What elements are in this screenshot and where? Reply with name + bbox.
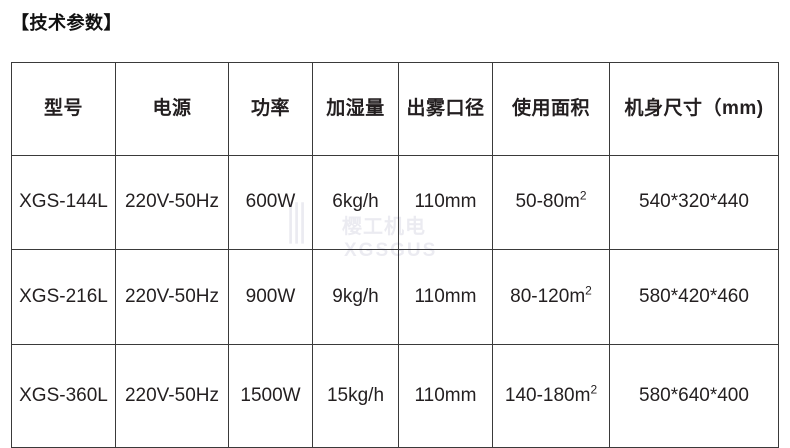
column-header-wattage: 功率 bbox=[228, 62, 313, 156]
page-title: 【技术参数】 bbox=[11, 13, 122, 33]
column-header-area: 使用面积 bbox=[492, 62, 610, 156]
table-header-row: 型号 电源 功率 加湿量 出雾口径 使用面积 机身尺寸（mm) bbox=[11, 62, 779, 156]
cell-area: 50-80m2 bbox=[492, 155, 610, 250]
cell-humidification: 6kg/h bbox=[312, 155, 399, 250]
column-header-dimensions: 机身尺寸（mm) bbox=[609, 62, 779, 156]
spec-table-container: 型号 电源 功率 加湿量 出雾口径 使用面积 机身尺寸（mm) XGS-144L… bbox=[11, 62, 779, 448]
cell-power: 220V-50Hz bbox=[115, 249, 229, 345]
cell-dimensions: 540*320*440 bbox=[609, 155, 779, 250]
cell-nozzle: 110mm bbox=[398, 249, 493, 345]
column-header-model: 型号 bbox=[11, 62, 116, 156]
cell-nozzle: 110mm bbox=[398, 155, 493, 250]
cell-model: XGS-360L bbox=[11, 344, 116, 448]
cell-model: XGS-144L bbox=[11, 155, 116, 250]
table-row: XGS-216L 220V-50Hz 900W 9kg/h 110mm 80-1… bbox=[11, 249, 779, 345]
column-header-humidification: 加湿量 bbox=[312, 62, 399, 156]
cell-humidification: 9kg/h bbox=[312, 249, 399, 345]
cell-humidification: 15kg/h bbox=[312, 344, 399, 448]
cell-wattage: 1500W bbox=[228, 344, 313, 448]
cell-dimensions: 580*420*460 bbox=[609, 249, 779, 345]
cell-area: 80-120m2 bbox=[492, 249, 610, 345]
technical-parameters-table: 型号 电源 功率 加湿量 出雾口径 使用面积 机身尺寸（mm) XGS-144L… bbox=[11, 62, 779, 448]
table-row: XGS-360L 220V-50Hz 1500W 15kg/h 110mm 14… bbox=[11, 344, 779, 448]
cell-power: 220V-50Hz bbox=[115, 344, 229, 448]
cell-wattage: 600W bbox=[228, 155, 313, 250]
cell-model: XGS-216L bbox=[11, 249, 116, 345]
column-header-nozzle: 出雾口径 bbox=[398, 62, 493, 156]
cell-power: 220V-50Hz bbox=[115, 155, 229, 250]
cell-wattage: 900W bbox=[228, 249, 313, 345]
column-header-power: 电源 bbox=[115, 62, 229, 156]
table-row: XGS-144L 220V-50Hz 600W 6kg/h 110mm 50-8… bbox=[11, 155, 779, 250]
cell-dimensions: 580*640*400 bbox=[609, 344, 779, 448]
cell-nozzle: 110mm bbox=[398, 344, 493, 448]
cell-area: 140-180m2 bbox=[492, 344, 610, 448]
